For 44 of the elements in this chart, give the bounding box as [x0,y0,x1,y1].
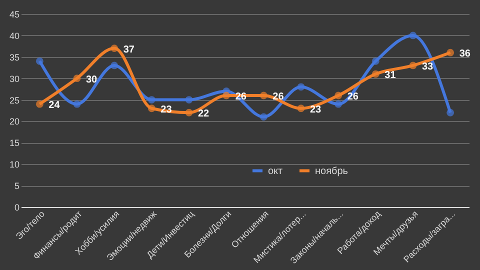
point [297,83,305,91]
legend-label: окт [268,166,284,177]
legend-label: ноябрь [315,166,348,177]
data-label: 33 [422,61,434,72]
point [409,32,417,40]
y-tick-label: 0 [14,202,20,212]
data-label: 37 [123,44,135,56]
y-tick-label: 45 [9,10,20,20]
point [446,108,454,116]
point [260,113,268,121]
data-label: 30 [86,74,98,86]
point [334,92,342,100]
point [446,48,454,56]
y-tick-label: 35 [9,52,20,62]
y-tick-label: 40 [9,30,20,41]
point [36,57,44,65]
data-label: 31 [384,70,396,82]
y-tick-label: 20 [9,116,20,127]
point [409,62,417,70]
y-tick-label: 10 [9,160,20,170]
point [260,92,268,100]
data-label: 22 [198,108,210,120]
point [334,100,342,108]
point [148,104,156,112]
data-label: 36 [459,48,471,60]
y-tick-label: 5 [14,181,20,192]
point [372,57,380,65]
point [73,100,81,108]
data-label: 23 [310,104,322,116]
y-tick-label: 15 [9,138,20,148]
point [372,70,380,78]
point [110,62,118,70]
point [110,44,118,52]
point [185,96,193,104]
point [185,108,193,116]
point [36,100,44,108]
point [297,104,305,112]
y-tick-label: 30 [9,74,20,84]
point [73,74,81,82]
data-label: 24 [48,100,60,112]
y-tick-label: 25 [9,95,20,106]
data-label: 26 [235,91,247,102]
point [222,92,230,100]
point [148,96,156,104]
